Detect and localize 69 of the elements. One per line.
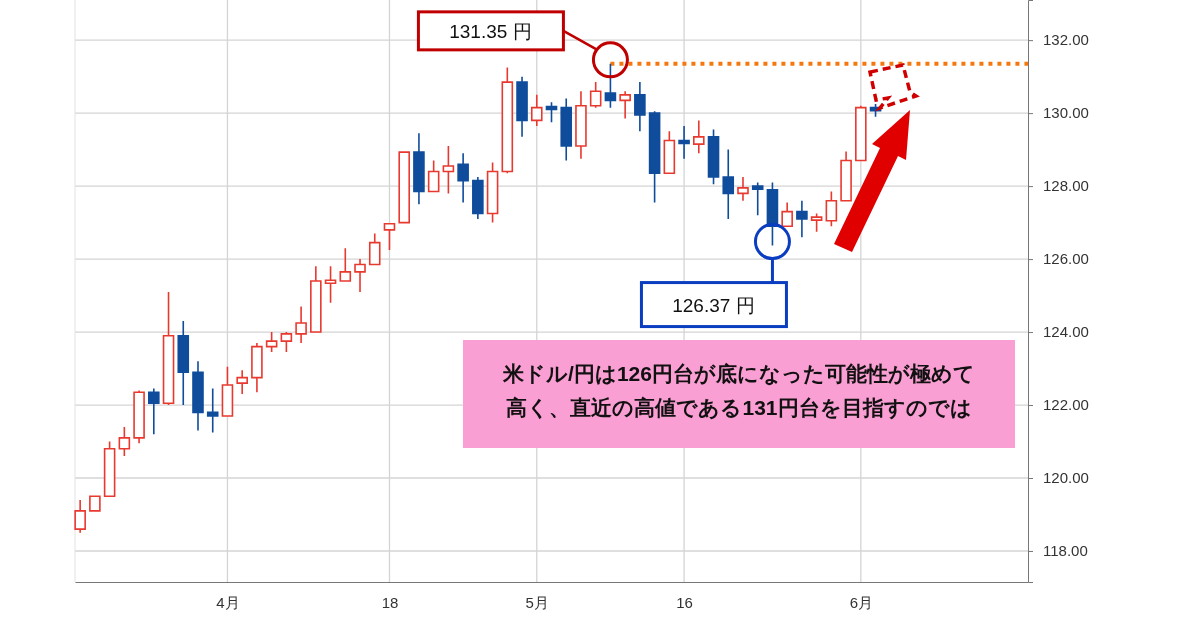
candlestick (89, 495, 101, 512)
candlestick (133, 389, 145, 445)
y-tick-label: 124.00 (1043, 323, 1089, 341)
candlestick (781, 201, 793, 228)
candlestick (648, 110, 661, 204)
candlestick (545, 101, 558, 124)
y-tick-label: 132.00 (1043, 31, 1089, 49)
candlestick (339, 247, 352, 282)
candlestick (486, 161, 499, 224)
candlestick (221, 365, 234, 417)
candlestick (663, 130, 676, 175)
candlestick (206, 387, 219, 434)
candlestick (516, 75, 528, 138)
candlestick (368, 232, 381, 266)
y-tick-label: 118.00 (1043, 542, 1088, 560)
candlestick (737, 176, 749, 202)
candlestick (693, 119, 705, 155)
candlestick (118, 426, 131, 457)
candlestick (236, 369, 248, 395)
candlestick (295, 305, 307, 344)
candlestick (796, 199, 808, 238)
annotation: 米ドル/円は126円台が底になった可能性が極めて高く、直近の高値である131円台を目指すのでは (502, 362, 975, 420)
candlestick (310, 265, 322, 333)
candlestick (840, 150, 852, 202)
x-tick-label: 5月 (525, 593, 549, 611)
candlestick (678, 125, 690, 160)
candlestick (280, 331, 293, 353)
annotation: 126.37 円 (672, 294, 755, 316)
x-tick-label: 6月 (849, 593, 873, 611)
candlestick (825, 190, 838, 228)
candlestick (383, 222, 396, 251)
y-tick-label: 128.00 (1043, 177, 1089, 195)
x-tick-label: 18 (381, 593, 399, 611)
x-tick-label: 4月 (216, 593, 240, 611)
candlestick (575, 90, 587, 160)
y-tick-label: 122.00 (1043, 396, 1089, 414)
candlestick (442, 145, 455, 195)
candlestick (619, 90, 631, 120)
candlestick (265, 331, 278, 353)
candlestick (148, 387, 160, 436)
candlestick (501, 66, 514, 175)
candlestick (177, 320, 190, 406)
candlestick (472, 176, 484, 220)
candlestick (855, 105, 867, 162)
candlestick (398, 151, 410, 224)
candlestick (634, 81, 646, 133)
y-tick-label: 126.00 (1043, 250, 1089, 268)
candlestick (589, 81, 602, 109)
candlestick (413, 132, 425, 206)
candlestick (324, 265, 337, 304)
candlestick (427, 159, 440, 193)
candlestick (354, 258, 366, 293)
candlestick (103, 440, 116, 498)
y-tick-label: 130.00 (1043, 104, 1089, 122)
candlestick (192, 360, 204, 432)
candlestick (162, 291, 175, 406)
annotation: 131.35 円 (449, 20, 532, 42)
candlestick (810, 212, 823, 233)
candlestick (457, 152, 469, 204)
x-tick-label: 16 (676, 593, 693, 611)
candlestick (251, 342, 263, 394)
candlestick (722, 148, 735, 220)
candlestick (751, 181, 764, 217)
candlestick (604, 63, 617, 109)
candlestick (74, 499, 86, 534)
y-tick-label: 120.00 (1043, 469, 1089, 487)
candlestick (560, 97, 573, 162)
candlestick (707, 128, 720, 186)
candlestick (530, 94, 543, 127)
